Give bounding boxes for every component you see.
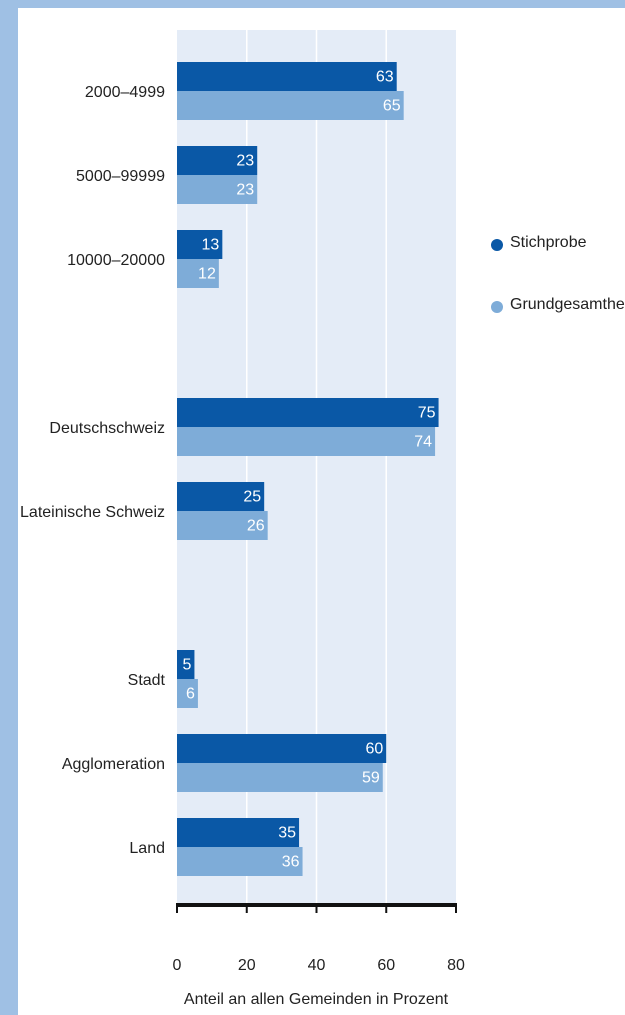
y-tick-label: Deutschschweiz <box>49 420 165 437</box>
x-tick-label: 0 <box>173 957 182 974</box>
bar <box>177 679 198 708</box>
y-tick-label: 2000–4999 <box>85 84 165 101</box>
bar-value-label: 23 <box>236 153 254 170</box>
bar <box>177 482 265 511</box>
legend-marker <box>491 239 503 251</box>
bar-value-label: 25 <box>243 489 261 506</box>
bar <box>177 398 439 427</box>
bar <box>177 847 303 876</box>
bar <box>177 427 436 456</box>
legend-label: Grundgesamtheit <box>510 296 625 313</box>
bar-value-label: 59 <box>362 770 380 787</box>
bar-value-label: 5 <box>183 657 192 674</box>
bar <box>177 763 383 792</box>
bar-value-label: 65 <box>383 98 401 115</box>
y-tick-label: Land <box>129 840 165 857</box>
y-tick-label: Lateinische Schweiz <box>20 504 165 521</box>
bar <box>177 175 258 204</box>
y-tick-label: 5000–99999 <box>76 168 165 185</box>
bar-value-label: 74 <box>414 434 432 451</box>
x-tick-label: 20 <box>238 957 256 974</box>
bar-value-label: 26 <box>247 518 265 535</box>
bar-value-label: 75 <box>418 405 436 422</box>
x-tick-label: 80 <box>447 957 465 974</box>
bar <box>177 146 258 175</box>
bar <box>177 259 219 288</box>
legend-label: Stichprobe <box>510 234 587 251</box>
bar-value-label: 23 <box>236 182 254 199</box>
bar-value-label: 6 <box>186 686 195 703</box>
bar-value-label: 60 <box>365 741 383 758</box>
y-tick-label: 10000–20000 <box>67 252 165 269</box>
bar <box>177 818 300 847</box>
bar-value-label: 63 <box>376 69 394 86</box>
x-axis-label: Anteil an allen Gemeinden in Prozent <box>184 991 449 1008</box>
bar-value-label: 12 <box>198 266 216 283</box>
x-tick-label: 40 <box>308 957 326 974</box>
bar-value-label: 13 <box>202 237 220 254</box>
bar <box>177 91 404 120</box>
y-tick-label: Agglomeration <box>62 756 165 773</box>
x-tick-label: 60 <box>377 957 395 974</box>
bar <box>177 650 195 679</box>
y-tick-label: Stadt <box>128 672 166 689</box>
bar-value-label: 36 <box>282 854 300 871</box>
bar <box>177 62 397 91</box>
bar <box>177 230 223 259</box>
bar <box>177 511 268 540</box>
bar-value-label: 35 <box>278 825 296 842</box>
legend-marker <box>491 301 503 313</box>
bar <box>177 734 387 763</box>
